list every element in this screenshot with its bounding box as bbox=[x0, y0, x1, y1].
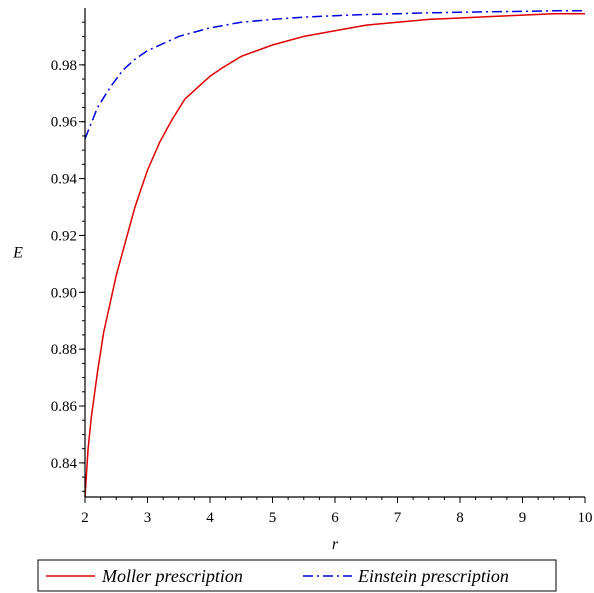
legend: Moller prescription Einstein prescriptio… bbox=[37, 559, 557, 592]
x-tick-label: 8 bbox=[456, 510, 464, 526]
series-line-einstein bbox=[84, 10, 585, 140]
y-tick-label: 0.90 bbox=[51, 285, 77, 301]
legend-label-moller: Moller prescription bbox=[101, 566, 243, 586]
x-ticks: 2 3 4 5 6 7 8 9 10 bbox=[81, 497, 593, 526]
y-ticks: 0.84 0.86 0.88 0.90 0.92 0.94 0.96 0.98 bbox=[51, 21, 85, 492]
x-tick-label: 10 bbox=[578, 510, 593, 526]
y-tick-label: 0.84 bbox=[51, 456, 78, 472]
legend-label-einstein: Einstein prescription bbox=[357, 566, 509, 586]
x-tick-label: 4 bbox=[206, 510, 214, 526]
x-tick-label: 9 bbox=[519, 510, 527, 526]
x-tick-label: 7 bbox=[394, 510, 402, 526]
legend-box bbox=[37, 559, 557, 592]
y-tick-label: 0.96 bbox=[51, 115, 78, 131]
y-tick-label: 0.98 bbox=[51, 58, 77, 74]
x-tick-label: 2 bbox=[81, 510, 89, 526]
x-tick-label: 6 bbox=[331, 510, 339, 526]
y-axis-title: E bbox=[12, 245, 23, 262]
plot-area bbox=[84, 10, 585, 498]
axes bbox=[84, 8, 585, 498]
x-tick-label: 5 bbox=[269, 510, 277, 526]
y-tick-label: 0.86 bbox=[51, 399, 78, 415]
y-tick-label: 0.92 bbox=[51, 228, 77, 244]
y-tick-label: 0.88 bbox=[51, 342, 77, 358]
x-tick-label: 3 bbox=[144, 510, 152, 526]
series-line-moller bbox=[84, 12, 585, 498]
y-tick-label: 0.94 bbox=[51, 172, 78, 188]
x-axis-title: r bbox=[332, 536, 339, 553]
